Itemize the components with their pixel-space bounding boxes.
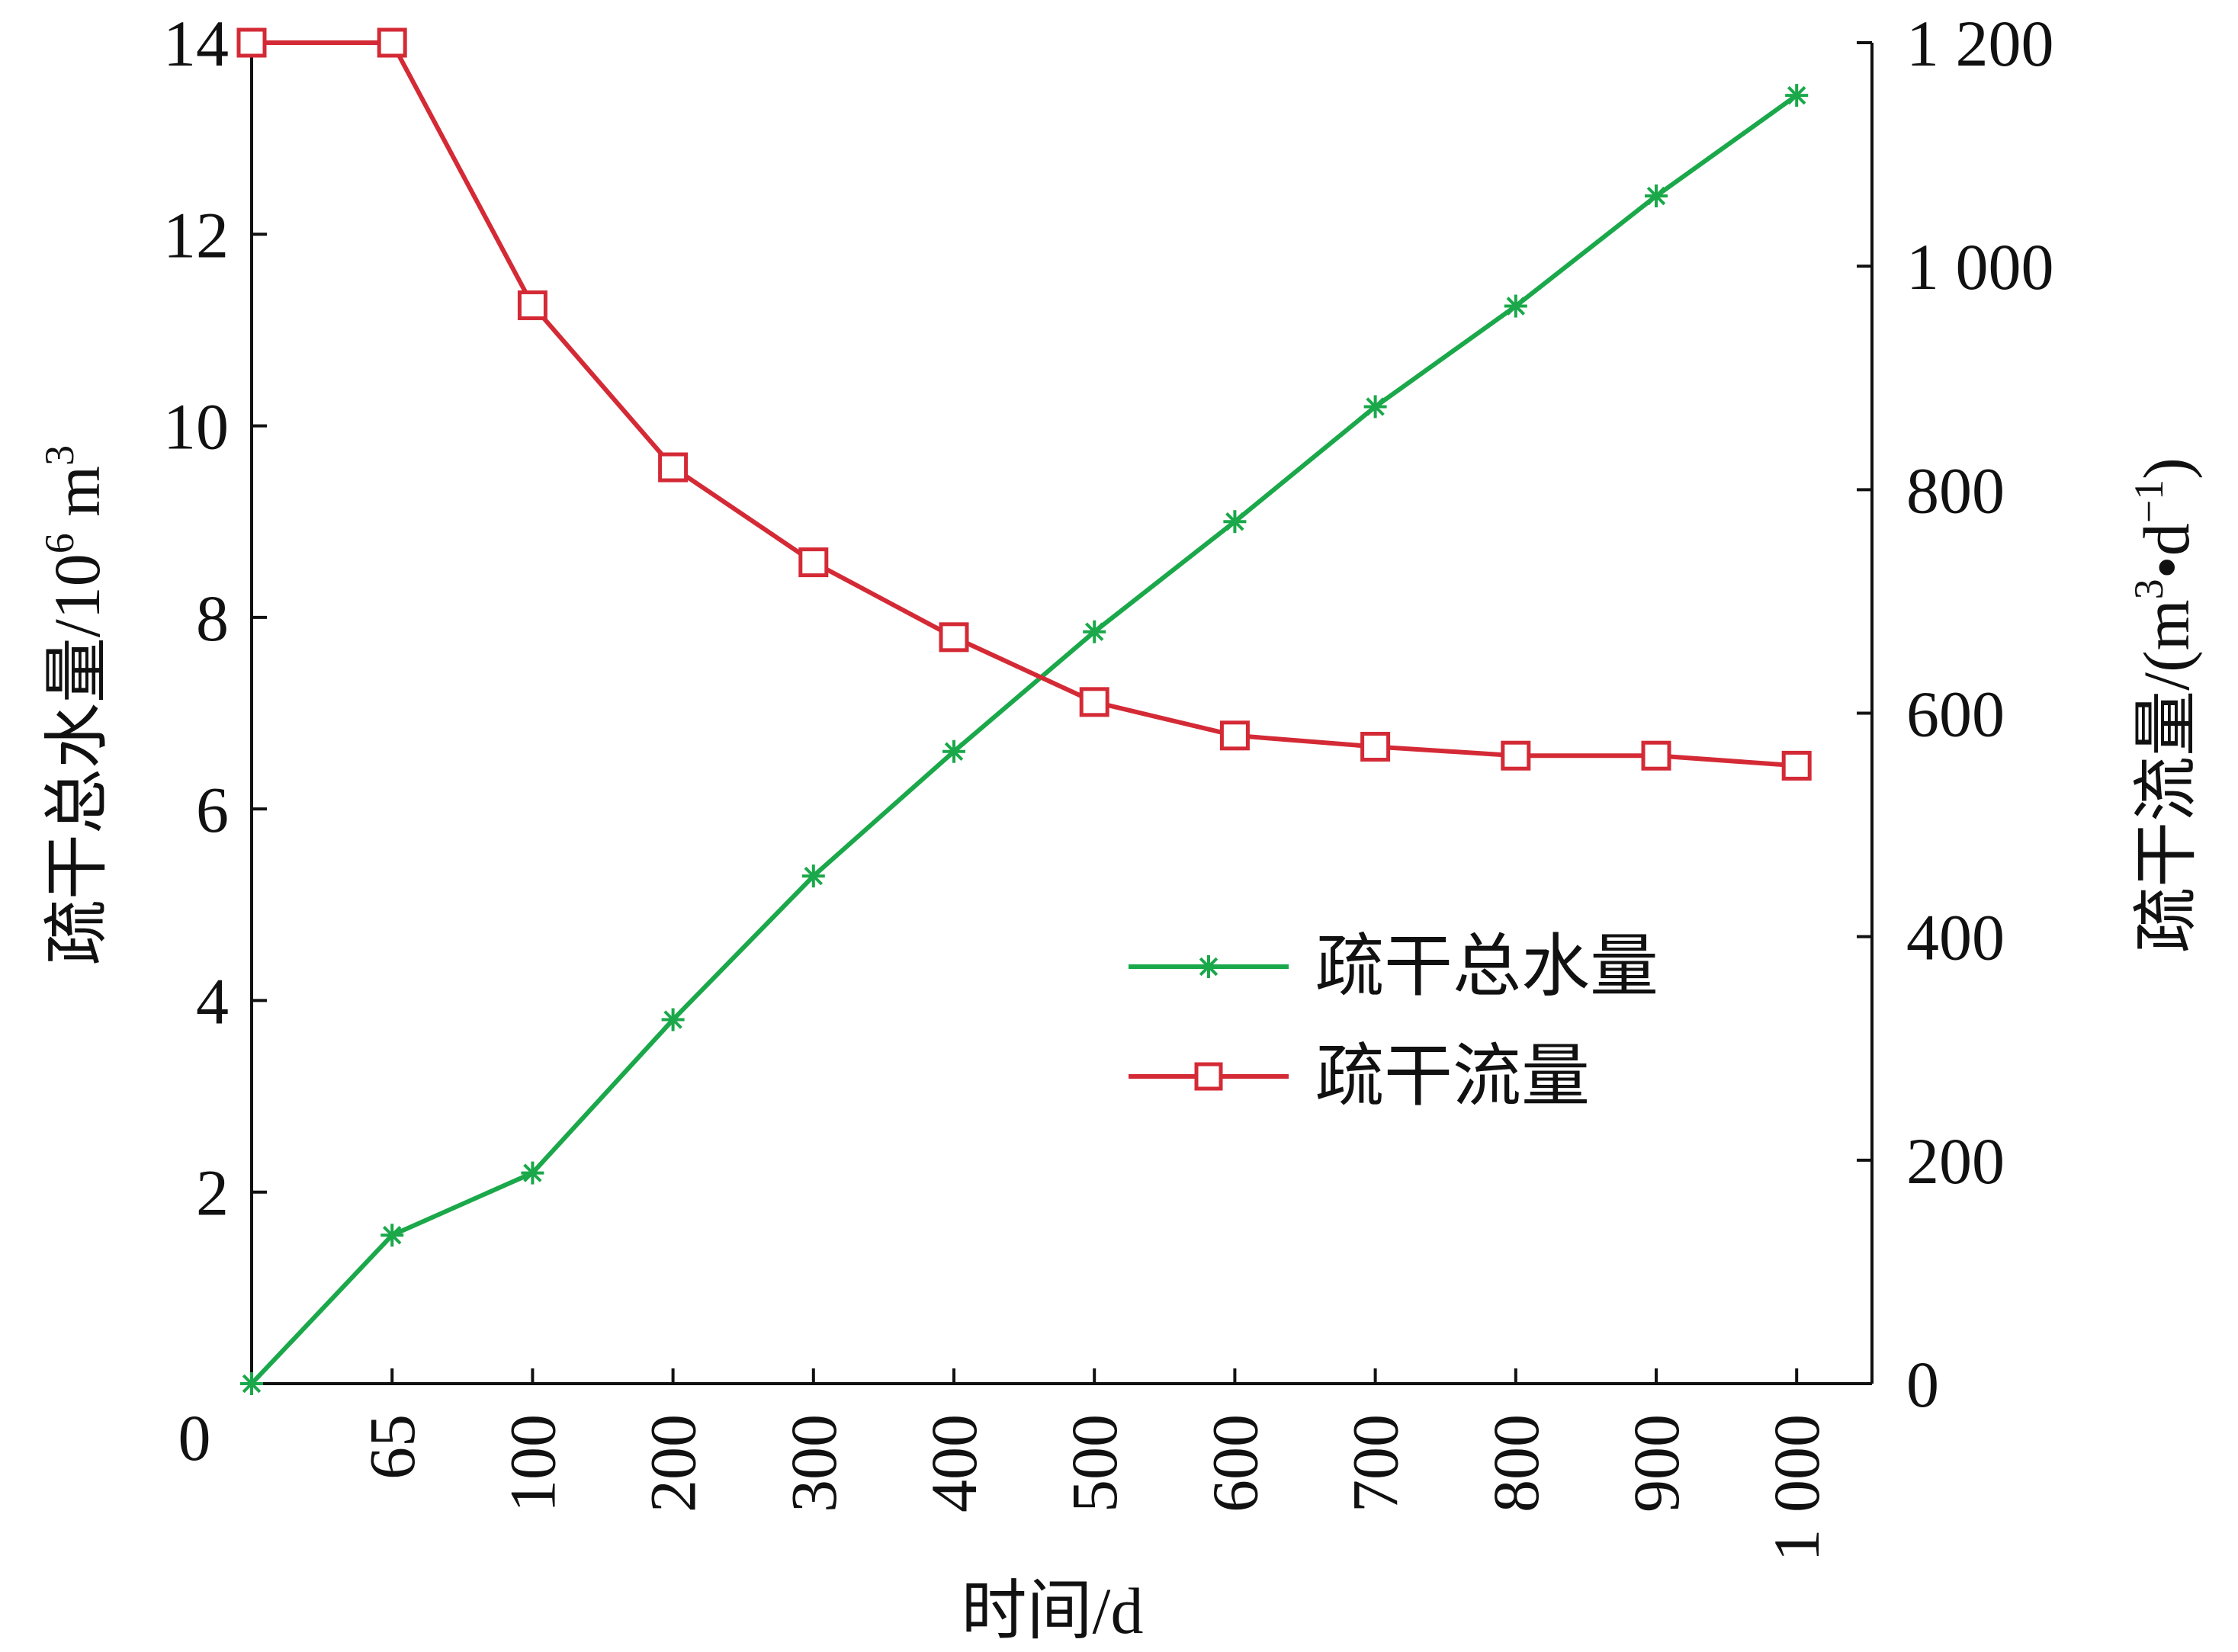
x-tick-label: 1 000 (1760, 1414, 1833, 1562)
left-y-tick-label: 14 (163, 7, 229, 80)
x-tick-label: 900 (1620, 1414, 1693, 1512)
data-point-flow (1079, 687, 1109, 717)
data-point-total (1645, 184, 1668, 208)
data-point-flow (1360, 731, 1391, 762)
x-tick-label: 800 (1479, 1414, 1552, 1512)
x-tick-label: 300 (777, 1414, 850, 1512)
x-tick-label: 200 (637, 1414, 710, 1512)
legend-marker-flow (1194, 1062, 1223, 1091)
data-point-flow (517, 290, 547, 320)
data-point-flow (1781, 750, 1812, 781)
left-y-tick-label: 8 (196, 582, 229, 655)
right-y-tick-label: 0 (1906, 1348, 1939, 1421)
left-y-tick-label: 6 (196, 773, 229, 846)
left-y-axis-ticks: 2 4 6 8 10 12 14 (163, 7, 267, 1230)
left-y-tick-label: 10 (163, 390, 229, 464)
left-y-axis-title: 疏干总水量/106 m3 (37, 445, 114, 965)
right-y-tick-label: 600 (1906, 678, 2005, 751)
data-point-total (801, 864, 825, 888)
x-tick-label: 65 (355, 1414, 429, 1480)
data-point-flow (798, 547, 829, 578)
series-layer (236, 27, 1812, 1395)
data-point-flow (1641, 740, 1671, 771)
data-point-total (661, 1008, 685, 1031)
right-y-tick-label: 1 200 (1906, 7, 2054, 80)
x-axis-title: 时间/d (962, 1574, 1144, 1647)
x-origin-label: 0 (178, 1401, 211, 1474)
data-point-total (1785, 84, 1809, 107)
x-tick-label: 500 (1058, 1414, 1131, 1512)
legend-label-total: 疏干总水量 (1315, 929, 1658, 1005)
series-line-total (249, 93, 1798, 1386)
data-point-flow (236, 27, 267, 58)
x-tick-label: 600 (1198, 1414, 1271, 1512)
data-point-total (1504, 294, 1527, 318)
x-tick-label: 100 (496, 1414, 569, 1512)
right-y-tick-label: 200 (1906, 1124, 2005, 1198)
legend-marker-total (1197, 955, 1220, 978)
data-point-total (1363, 395, 1387, 419)
data-point-total (942, 739, 965, 763)
legend-label-flow: 疏干流量 (1315, 1039, 1590, 1115)
right-y-tick-label: 400 (1906, 901, 2005, 974)
left-y-tick-label: 2 (196, 1156, 229, 1230)
left-y-tick-label: 4 (196, 964, 229, 1038)
data-point-total (1083, 620, 1106, 643)
x-tick-label: 400 (917, 1414, 991, 1512)
data-point-flow (1219, 720, 1250, 751)
x-axis-ticks: 65 100 200 300 400 500 600 700 800 900 1 000 (355, 1368, 1833, 1562)
data-point-total (240, 1372, 263, 1395)
legend: 疏干总水量 疏干流量 (1129, 929, 1658, 1115)
right-y-axis-ticks: 0 200 400 600 800 1 000 1 200 (1857, 7, 2054, 1421)
legend-asterisk (1197, 955, 1220, 978)
data-point-total (1223, 510, 1247, 534)
series-line-flow (252, 40, 1797, 768)
data-point-flow (939, 622, 969, 653)
right-y-tick-label: 1 000 (1906, 230, 2054, 303)
data-point-total (521, 1161, 544, 1185)
data-point-total (380, 1224, 404, 1247)
data-point-flow (1501, 740, 1531, 771)
data-point-flow (377, 27, 407, 58)
right-y-tick-label: 800 (1906, 454, 2005, 527)
right-y-axis-title: 疏干流量/(m3•d−1) (2126, 457, 2203, 953)
left-y-tick-label: 12 (163, 198, 229, 271)
x-tick-label: 700 (1339, 1414, 1412, 1512)
axes (250, 43, 1874, 1385)
data-point-flow (658, 452, 689, 483)
